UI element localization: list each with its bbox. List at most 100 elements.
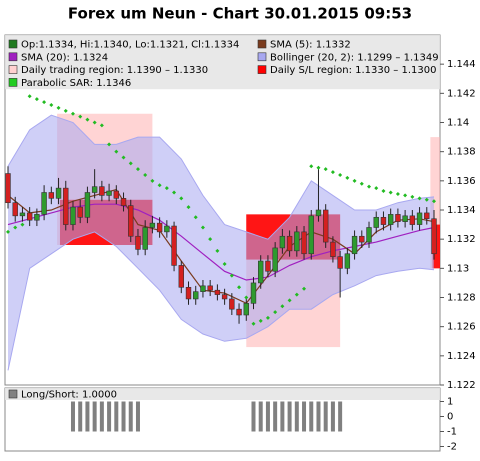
candle-body [258, 260, 264, 284]
sar-dot [143, 173, 148, 177]
candle-body [236, 308, 242, 316]
candle-body [315, 209, 322, 217]
sar-dot [172, 190, 177, 195]
legend-label: Parabolic SAR: 1.1346 [21, 78, 131, 89]
sar-dot [222, 261, 227, 266]
long-short-bar [114, 401, 119, 432]
candle-body [48, 192, 55, 199]
sar-dot [352, 178, 357, 183]
candle-body [120, 198, 127, 206]
y-tick-label: 1.132 [447, 234, 476, 245]
candle-body [193, 291, 199, 300]
y-tick-label: 1.126 [447, 322, 476, 333]
sar-dot [417, 196, 422, 201]
long-short-bar [302, 401, 307, 432]
long-short-bar [309, 401, 314, 432]
candle-body [424, 212, 430, 220]
candle-body [149, 222, 156, 228]
sar-dot [323, 167, 328, 172]
overlay-layer: 1.122 1.124 1.126 1.128 1.13 1.132 1.134 1.136 1… [5, 35, 476, 453]
sar-dot [294, 292, 299, 297]
candle-body [373, 216, 379, 228]
sar-dot [345, 175, 350, 180]
candle-body [135, 235, 141, 250]
y-tick-label: 1.128 [447, 293, 476, 304]
y-tick-label: 1.13 [447, 263, 469, 274]
trading-region [430, 137, 440, 269]
sar-dot [424, 197, 429, 202]
sar-dot [128, 161, 133, 166]
candle-body [5, 173, 11, 204]
chart-title: Forex um Neun - Chart 30.01.2015 09:53 [68, 5, 412, 23]
sar-dot [13, 225, 18, 230]
long-short-bar [128, 401, 133, 432]
sar-dot [432, 199, 436, 204]
long-short-bar [330, 401, 335, 432]
long-short-bar [294, 401, 299, 432]
candle-body [322, 209, 329, 243]
legend-label: SMA (5): 1.1332 [270, 40, 351, 51]
candle-body [380, 216, 387, 225]
sar-dot [121, 155, 126, 160]
y-tick-label: 1.14 [447, 118, 469, 129]
candle-body [337, 256, 343, 269]
sar-dot [63, 108, 68, 113]
candle-body [387, 214, 394, 225]
sar-dot [193, 215, 198, 220]
sar-dot [388, 190, 393, 195]
candle-body [221, 294, 228, 300]
legend-label: Bollinger (20, 2): 1.1299 – 1.1349 [270, 52, 439, 63]
legend-swatch [257, 65, 267, 74]
long-short-bar [273, 401, 278, 432]
sar-dot [374, 186, 379, 191]
candle-body [250, 282, 257, 304]
sar-dot [107, 142, 112, 147]
candle-body [34, 214, 40, 221]
candle-body [113, 190, 120, 199]
sar-dot [34, 97, 39, 102]
candle-body [272, 247, 278, 272]
candle-body [366, 227, 372, 243]
sar-dot [56, 105, 61, 110]
candle-body [344, 253, 351, 269]
sar-dot [179, 196, 184, 201]
legend-swatch [257, 39, 267, 49]
legend-swatch [8, 65, 18, 74]
lower-legend-swatch [8, 389, 18, 399]
sar-dot [49, 103, 54, 107]
sar-dot [27, 94, 32, 99]
sar-dot [114, 149, 119, 154]
sar-dot [78, 114, 83, 119]
bollinger-lower [7, 231, 435, 371]
long-short-bar [316, 401, 321, 432]
candle-body [279, 235, 286, 249]
sar-dot [92, 120, 97, 125]
candle-body [286, 235, 293, 252]
sar-dot [42, 100, 47, 105]
candle-body [91, 186, 98, 193]
candle-body [63, 187, 69, 225]
sar-dot [208, 237, 213, 242]
long-short-bar [78, 401, 83, 432]
y-tick-label: 0 [447, 412, 453, 423]
candle-body [359, 235, 365, 243]
sar-dot [273, 310, 278, 315]
sar-dot [309, 164, 314, 169]
legend-label: Op:1.1334, Hi:1.1340, Lo:1.1321, Cl:1.13… [21, 40, 239, 51]
candle-body [301, 231, 307, 255]
main-layer [5, 94, 440, 371]
lower-legend-bg [5, 388, 440, 400]
sar-dot [70, 111, 75, 116]
candle-body [207, 285, 213, 291]
long-short-bar [92, 401, 97, 432]
candle-body [156, 222, 163, 233]
sar-dot [410, 194, 415, 199]
candle-body [416, 212, 423, 225]
candle-body [200, 285, 206, 292]
candle-body [77, 206, 83, 218]
sar-dot [237, 285, 242, 290]
candle-body [265, 260, 271, 272]
long-short-bar [323, 401, 328, 432]
sar-dot [280, 304, 285, 309]
